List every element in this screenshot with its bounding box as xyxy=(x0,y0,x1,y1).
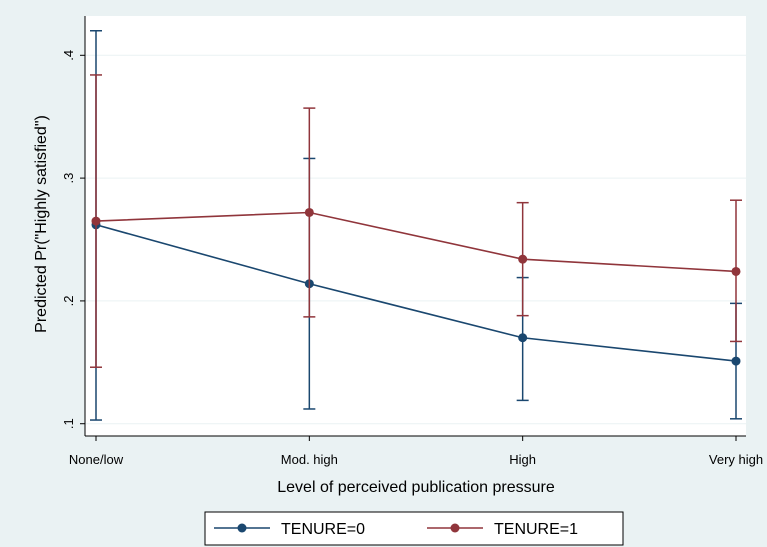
data-point xyxy=(518,333,528,343)
y-axis-title: Predicted Pr("Highly satisfied") xyxy=(33,115,50,333)
y-tick-label: .4 xyxy=(61,50,76,61)
tick-labels: .1 .2 .3 .4 None/low Mod. high High Very high xyxy=(61,50,763,467)
series-layer xyxy=(90,29,742,421)
data-point xyxy=(731,356,741,366)
x-tick-label: None/low xyxy=(69,452,124,467)
series-line xyxy=(95,211,737,273)
y-tick-label: .1 xyxy=(61,418,76,429)
x-tick-label: Very high xyxy=(709,452,763,467)
data-point xyxy=(91,216,101,226)
gridlines xyxy=(85,54,746,425)
legend-marker-tenure0 xyxy=(237,523,247,533)
plot-area xyxy=(85,16,746,436)
series-tenure-1 xyxy=(90,74,742,368)
y-tick-label: .3 xyxy=(61,173,76,184)
x-tick-label: High xyxy=(509,452,536,467)
data-point xyxy=(304,207,314,217)
legend-label-tenure0: TENURE=0 xyxy=(281,521,365,538)
legend-label-tenure1: TENURE=1 xyxy=(494,521,578,538)
x-axis-title: Level of perceived publication pressure xyxy=(277,479,555,496)
axes xyxy=(80,16,746,441)
y-tick-label: .2 xyxy=(61,295,76,306)
legend-box xyxy=(204,511,624,546)
series-line xyxy=(95,224,737,362)
x-tick-label: Mod. high xyxy=(281,452,338,467)
legend-marker-tenure1 xyxy=(450,523,460,533)
legend: TENURE=0 TENURE=1 xyxy=(204,511,624,546)
data-point xyxy=(518,254,528,264)
data-point xyxy=(731,266,741,276)
